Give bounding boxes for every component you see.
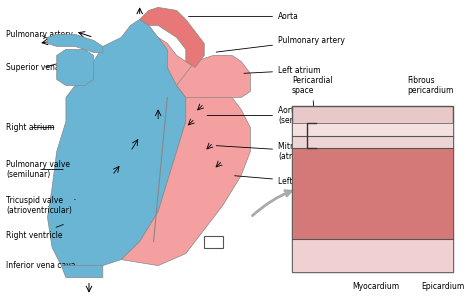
Text: Pericardium: Pericardium xyxy=(296,243,342,252)
FancyBboxPatch shape xyxy=(292,148,453,271)
Text: Pulmonary artery: Pulmonary artery xyxy=(216,36,345,52)
Text: Aortic valve
(semilunar): Aortic valve (semilunar) xyxy=(207,106,324,125)
Polygon shape xyxy=(57,49,93,85)
FancyBboxPatch shape xyxy=(292,123,453,136)
Polygon shape xyxy=(61,266,103,278)
Text: Pericardial
space: Pericardial space xyxy=(292,76,332,122)
Text: Parietal
pericardium: Parietal pericardium xyxy=(407,118,454,137)
Text: Left atrium: Left atrium xyxy=(244,66,320,75)
FancyBboxPatch shape xyxy=(292,106,453,271)
Text: Left ventricle: Left ventricle xyxy=(235,176,328,186)
Polygon shape xyxy=(177,55,250,98)
Text: Endocardium: Endocardium xyxy=(296,264,347,273)
Text: Fibrous
pericardium: Fibrous pericardium xyxy=(407,76,454,95)
Text: Tricuspid valve
(atrioventricular): Tricuspid valve (atrioventricular) xyxy=(6,196,75,215)
Text: Mitral valve
(atrioventricular): Mitral valve (atrioventricular) xyxy=(216,142,344,161)
Text: Aorta: Aorta xyxy=(189,12,299,21)
Polygon shape xyxy=(47,19,186,266)
Text: Pulmonary valve
(semilunar): Pulmonary valve (semilunar) xyxy=(6,160,70,179)
Bar xyxy=(204,235,223,248)
FancyBboxPatch shape xyxy=(292,238,453,271)
Polygon shape xyxy=(47,35,103,52)
Text: Right ventricle: Right ventricle xyxy=(6,225,64,240)
Polygon shape xyxy=(140,7,204,68)
FancyBboxPatch shape xyxy=(292,136,453,148)
Text: Myocardium: Myocardium xyxy=(352,282,399,291)
Text: Pulmonary artery: Pulmonary artery xyxy=(6,30,73,39)
Text: Inferior vena cava: Inferior vena cava xyxy=(6,261,77,274)
Polygon shape xyxy=(121,37,250,266)
Text: Epicardium: Epicardium xyxy=(421,282,464,291)
Text: Right atrium: Right atrium xyxy=(6,123,55,132)
Text: Superior vena cava: Superior vena cava xyxy=(6,62,80,72)
